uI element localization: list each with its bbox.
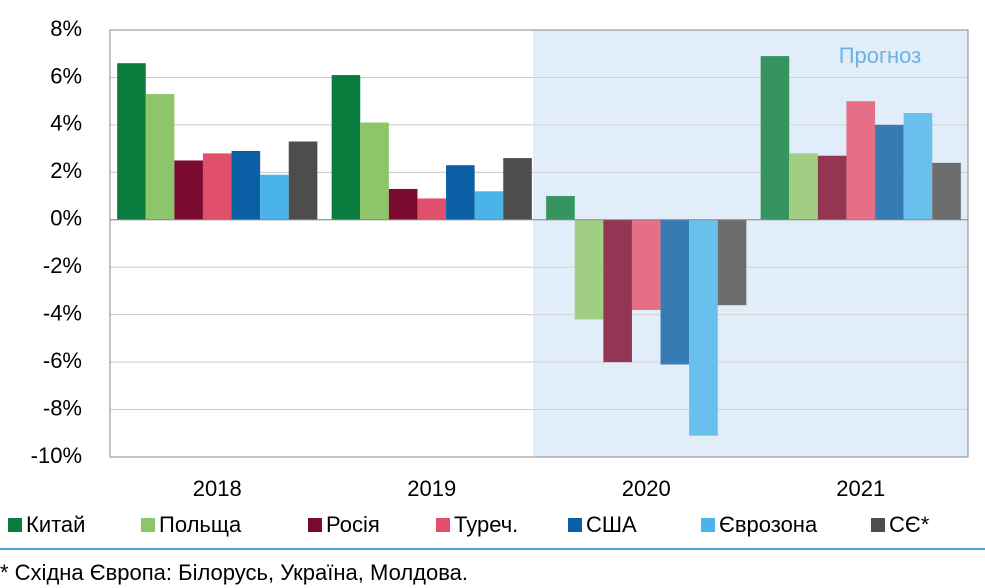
bar <box>260 174 289 220</box>
y-tick-label: 0% <box>50 206 82 231</box>
legend-swatch <box>568 518 582 532</box>
bar <box>846 101 876 220</box>
bar <box>474 191 504 220</box>
footnote: * Східна Європа: Білорусь, Україна, Молд… <box>0 560 468 585</box>
bar <box>817 155 847 220</box>
y-tick-label: -10% <box>31 443 82 468</box>
legend-label: СЄ* <box>889 512 930 537</box>
y-tick-label: 2% <box>50 158 82 183</box>
y-tick-label: -6% <box>43 348 82 373</box>
y-tick-label: -2% <box>43 253 82 278</box>
bar <box>388 188 418 220</box>
bar <box>660 219 690 365</box>
legend-swatch <box>436 518 450 532</box>
y-tick-label: 8% <box>50 16 82 41</box>
y-tick-label: 6% <box>50 63 82 88</box>
legend-label: Польща <box>159 512 242 537</box>
bar <box>903 113 933 220</box>
bar <box>446 165 475 220</box>
bar <box>503 158 532 220</box>
bar <box>202 153 232 220</box>
bar <box>117 63 146 220</box>
bar <box>717 219 747 306</box>
bar <box>631 219 661 310</box>
bar <box>417 198 447 220</box>
legend-label: Китай <box>26 512 85 537</box>
annotation: Прогноз <box>839 43 922 68</box>
bar <box>231 150 261 220</box>
y-tick-label: -8% <box>43 395 82 420</box>
legend-swatch <box>701 518 715 532</box>
x-tick-label: 2018 <box>193 476 242 501</box>
bar <box>145 94 175 220</box>
legend-swatch <box>141 518 155 532</box>
legend-label: Росія <box>326 512 380 537</box>
x-tick-label: 2020 <box>622 476 671 501</box>
y-tick-label: -4% <box>43 300 82 325</box>
legend-label: США <box>586 512 637 537</box>
legend-swatch <box>871 518 885 532</box>
bar <box>689 219 718 436</box>
bar <box>331 75 361 220</box>
bar <box>603 219 632 363</box>
y-tick-label: 4% <box>50 111 82 136</box>
bar <box>875 124 904 220</box>
bar <box>546 196 575 220</box>
legend-label: Туреч. <box>454 512 518 537</box>
x-tick-label: 2021 <box>836 476 885 501</box>
plot-frame <box>109 29 969 458</box>
bar <box>760 56 790 220</box>
legend-swatch <box>8 518 22 532</box>
bar <box>574 219 604 320</box>
bar <box>789 153 818 220</box>
bar <box>174 160 203 220</box>
forecast-tint <box>533 30 968 457</box>
x-tick-label: 2019 <box>407 476 456 501</box>
legend-swatch <box>308 518 322 532</box>
bar <box>932 162 961 220</box>
bar <box>360 122 389 220</box>
bar <box>288 141 318 220</box>
legend-label: Єврозона <box>719 512 818 537</box>
